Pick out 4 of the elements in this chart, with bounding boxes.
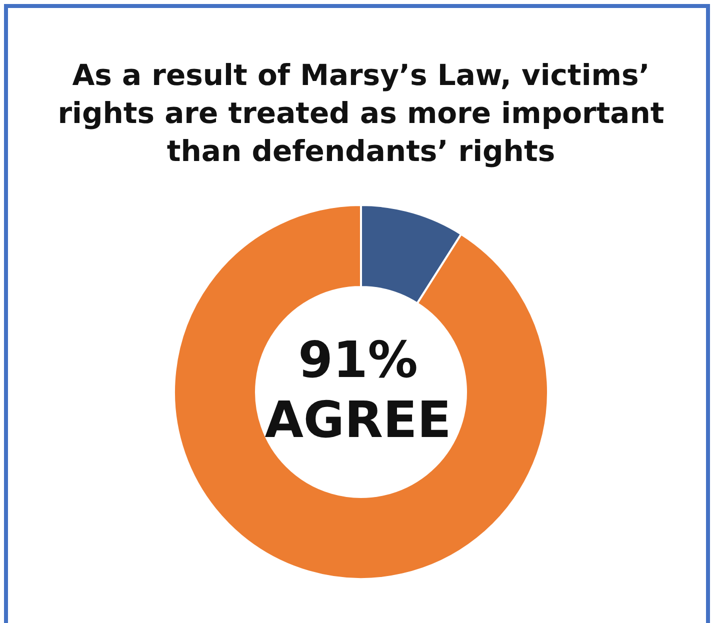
text: 91% [298, 331, 418, 389]
chart-title: As a result of Marsy’s Law, victims’ rights are treated as more important than defendants’ rights [58, 58, 664, 168]
donut-slice [173, 204, 549, 580]
slice-label: AGREE [264, 391, 452, 449]
